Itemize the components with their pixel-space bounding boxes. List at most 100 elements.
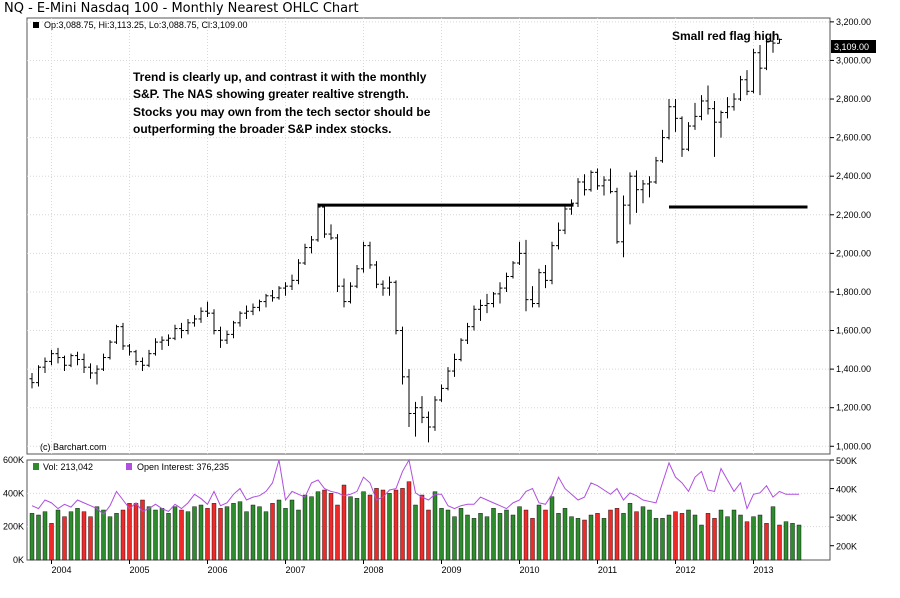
ohlc-bar: [653, 156, 659, 184]
volume-bar: [614, 508, 620, 561]
ohlc-bar: [458, 338, 464, 362]
ohlc-bar: [595, 168, 600, 190]
ohlc-bar: [296, 259, 301, 285]
volume-bar: [627, 503, 633, 561]
volume-bar: [88, 516, 93, 561]
volume-bar: [770, 506, 776, 561]
volume-bar: [192, 506, 197, 561]
vol-y-tick-label: 400K: [3, 488, 24, 498]
ohlc-bar: [153, 338, 158, 356]
volume-bar: [322, 489, 327, 561]
volume-bar: [328, 493, 334, 561]
ohlc-bar: [751, 48, 756, 94]
volume-bar: [276, 499, 282, 561]
ohlc-bar: [133, 349, 139, 366]
volume-bar: [731, 509, 737, 561]
ohlc-bar: [491, 291, 496, 308]
volume-bar: [686, 509, 691, 561]
ohlc-bar: [283, 282, 288, 296]
volume-bar: [29, 513, 35, 561]
volume-bar: [283, 508, 288, 561]
y-tick-label: 2,000.00: [836, 248, 871, 258]
ohlc-bar: [88, 363, 93, 379]
ohlc-bar: [634, 170, 639, 213]
volume-bar: [653, 518, 659, 561]
x-axis: 2004 2005 2006 2007 2008 2009 2010 2011 2012 2013: [51, 560, 774, 575]
ohlc-bar: [562, 205, 568, 235]
ohlc-bar: [471, 305, 477, 331]
ohlc-bar: [62, 355, 67, 372]
volume-bar: [426, 509, 431, 561]
volume-bar: [218, 508, 223, 561]
ohlc-bar: [679, 116, 685, 157]
volume-bar: [257, 506, 262, 561]
last-price-label: 3,109.00: [834, 42, 869, 52]
volume-bar: [673, 511, 678, 561]
volume-bars: [29, 481, 802, 561]
volume-bar: [211, 503, 217, 561]
ohlc-bar: [218, 326, 223, 348]
volume-bar: [244, 511, 249, 561]
ohlc-bar: [367, 241, 373, 269]
volume-bar: [764, 523, 769, 561]
volume-bar: [640, 506, 646, 561]
volume-bar: [445, 509, 451, 561]
volume-bar: [549, 496, 555, 561]
volume-bar: [367, 494, 373, 561]
ohlc-bar: [712, 100, 717, 157]
ohlc-bar: [322, 205, 327, 238]
ohlc-bar: [660, 129, 665, 163]
ohlc-bar: [205, 301, 210, 318]
vol-legend-box: [33, 463, 39, 470]
ohlc-bar: [159, 336, 165, 350]
ohlc-bar: [36, 365, 41, 387]
ohlc-bar: [439, 384, 444, 402]
x-tick-label: 2009: [441, 565, 461, 575]
volume-bar: [198, 504, 204, 561]
volume-bar: [68, 511, 74, 561]
annotation-line-4: outperforming the broader S&P index stoc…: [133, 122, 392, 136]
volume-bar: [120, 509, 126, 561]
ohlc-bar: [146, 349, 152, 368]
ohlc-bar: [107, 340, 113, 360]
price-y-axis: 1,000.00 1,200.00 1,400.00 1,600.00 1,800.00…: [830, 17, 871, 451]
ohlc-bar: [588, 170, 594, 192]
x-tick-label: 2011: [598, 565, 617, 575]
ohlc-bar: [29, 372, 35, 389]
y-tick-label: 2,200.00: [836, 210, 871, 220]
volume-bar: [62, 516, 67, 561]
ohlc-bar: [328, 224, 334, 240]
ohlc-bar: [127, 344, 132, 356]
volume-bar: [601, 518, 607, 561]
ohlc-bar: [49, 349, 54, 366]
volume-bar: [458, 508, 464, 561]
volume-bar: [224, 506, 230, 561]
ohlc-bar: [315, 203, 321, 242]
volume-bar: [588, 514, 594, 561]
copyright: (c) Barchart.com: [40, 442, 107, 452]
volume-bar: [491, 508, 496, 561]
volume-bar: [725, 516, 730, 561]
volume-bar: [523, 509, 529, 561]
x-tick-label: 2012: [675, 565, 695, 575]
ohlc-bar: [68, 353, 74, 368]
volume-bar: [406, 481, 412, 561]
volume-bar: [393, 489, 399, 561]
volume-bar: [452, 516, 457, 561]
x-tick-label: 2005: [129, 565, 149, 575]
volume-bar: [75, 508, 80, 561]
ohlc-bar: [731, 93, 737, 111]
ohlc-bar: [276, 286, 282, 300]
volume-bar: [270, 503, 275, 561]
ohlc-bar: [666, 99, 672, 140]
volume-bar: [783, 521, 789, 561]
volume-bar: [49, 523, 54, 561]
annotation-line-2: S&P. The NAS showing greater realtive st…: [133, 87, 409, 101]
annotation-line-1: Trend is clearly up, and contrast it wit…: [133, 70, 427, 84]
ohlc-bar: [341, 278, 347, 308]
ohlc-bar: [744, 70, 750, 96]
ohlc-bar: [478, 299, 483, 321]
ohlc-bar: [114, 324, 119, 345]
x-tick-label: 2004: [51, 565, 71, 575]
volume-bar: [751, 516, 756, 561]
